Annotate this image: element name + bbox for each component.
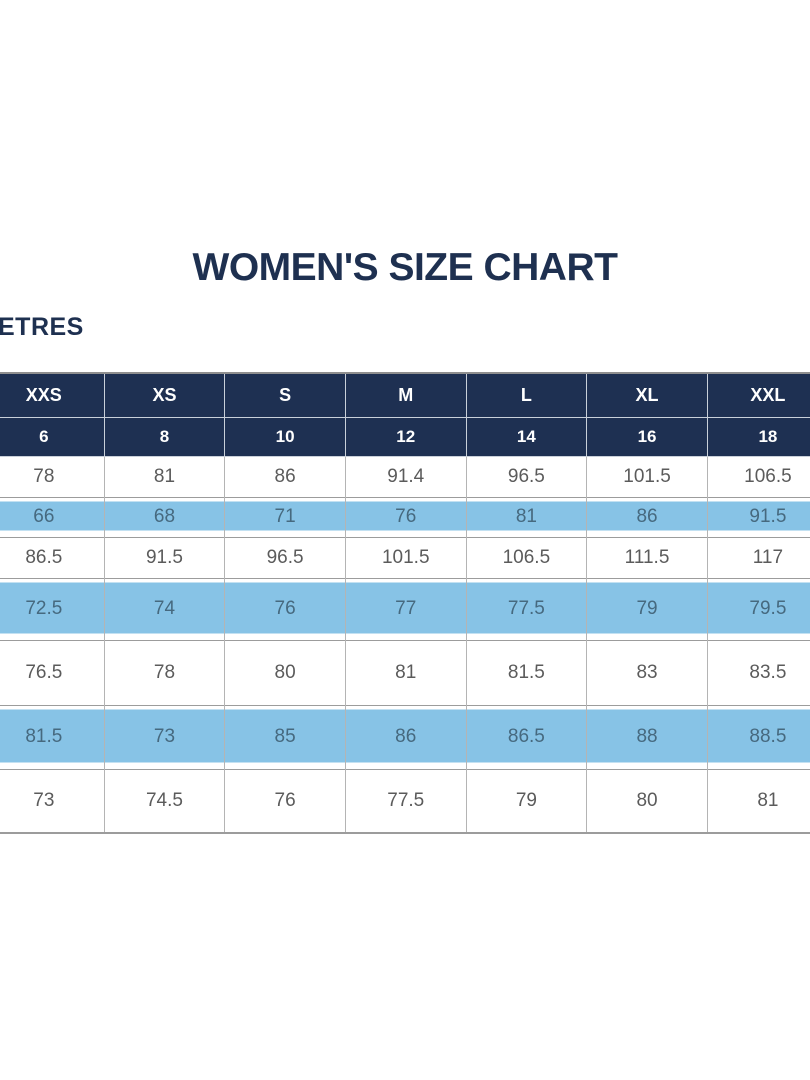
size-value-cell: 88.5 [706, 705, 810, 769]
size-value-cell: 101.5 [586, 456, 708, 497]
size-value-cell: 78 [0, 456, 105, 497]
size-value-cell: 86 [586, 497, 708, 537]
size-value-cell: 101.5 [344, 537, 467, 578]
size-value-cell: 79 [586, 578, 708, 640]
size-value-cell: 74 [103, 578, 225, 640]
size-header-cell: L [465, 373, 587, 418]
size-value-cell: 73 [103, 705, 225, 769]
size-header-cell: XS [103, 373, 225, 418]
size-header-cell: XL [586, 373, 708, 418]
size-value-cell: 86.5 [465, 705, 587, 769]
size-value-cell: 72.5 [0, 578, 105, 640]
size-value-cell: 91.4 [344, 456, 467, 497]
size-value-cell: 76 [344, 497, 467, 537]
table-row: 81.5 73 85 86 86.5 88 88.5 [0, 705, 810, 769]
size-value-cell: 81 [706, 769, 810, 833]
size-value-cell: 91.5 [103, 537, 225, 578]
numeric-size-header-cell: 16 [586, 417, 708, 457]
size-value-cell: 80 [224, 640, 346, 705]
size-table-head: XXS XS S M L XL XXL 6 8 10 12 14 16 18 [0, 373, 810, 457]
womens-size-chart-table: XXS XS S M L XL XXL 6 8 10 12 14 16 18 78 81 86 91.4 96.5… [0, 372, 810, 834]
size-value-cell: 96.5 [224, 537, 346, 578]
size-value-cell: 74.5 [103, 769, 225, 833]
size-value-cell: 66 [0, 497, 105, 537]
numeric-size-header-cell: 6 [0, 417, 105, 457]
size-header-cell: XXS [0, 373, 105, 418]
size-value-cell: 88 [586, 705, 708, 769]
table-row: 66 68 71 76 81 86 91.5 [0, 497, 810, 537]
size-value-cell: 96.5 [465, 456, 587, 497]
size-value-cell: 81 [344, 640, 467, 705]
unit-label: ETRES [0, 313, 84, 341]
size-value-cell: 79 [465, 769, 587, 833]
size-value-cell: 91.5 [706, 497, 810, 537]
size-value-cell: 78 [103, 640, 225, 705]
size-value-cell: 83 [586, 640, 708, 705]
table-row: 86.5 91.5 96.5 101.5 106.5 111.5 117 [0, 537, 810, 578]
size-value-cell: 81.5 [0, 705, 105, 769]
header-row-size: XXS XS S M L XL XXL [0, 373, 810, 418]
size-value-cell: 106.5 [706, 456, 810, 497]
table-row: 72.5 74 76 77 77.5 79 79.5 [0, 578, 810, 640]
numeric-size-header-cell: 18 [706, 417, 810, 457]
size-value-cell: 85 [224, 705, 346, 769]
size-value-cell: 83.5 [706, 640, 810, 705]
size-value-cell: 81 [465, 497, 587, 537]
header-row-numeric-size: 6 8 10 12 14 16 18 [0, 417, 810, 457]
size-table: XXS XS S M L XL XXL 6 8 10 12 14 16 18 78 81 86 91.4 96.5… [0, 372, 810, 834]
size-value-cell: 76.5 [0, 640, 105, 705]
table-row: 78 81 86 91.4 96.5 101.5 106.5 [0, 456, 810, 497]
size-value-cell: 81.5 [465, 640, 587, 705]
size-value-cell: 86 [344, 705, 467, 769]
numeric-size-header-cell: 10 [224, 417, 346, 457]
size-value-cell: 79.5 [706, 578, 810, 640]
size-value-cell: 117 [706, 537, 810, 578]
size-value-cell: 81 [103, 456, 225, 497]
size-header-cell: M [344, 373, 467, 418]
size-value-cell: 80 [586, 769, 708, 833]
size-value-cell: 77.5 [465, 578, 587, 640]
table-row: 76.5 78 80 81 81.5 83 83.5 [0, 640, 810, 705]
size-table-body: 78 81 86 91.4 96.5 101.5 106.5 66 68 71 76 81 86 91.5… [0, 456, 810, 833]
size-value-cell: 86.5 [0, 537, 105, 578]
size-value-cell: 77.5 [344, 769, 467, 833]
numeric-size-header-cell: 14 [465, 417, 587, 457]
size-value-cell: 76 [224, 578, 346, 640]
size-value-cell: 68 [103, 497, 225, 537]
size-value-cell: 106.5 [465, 537, 587, 578]
table-row: 73 74.5 76 77.5 79 80 81 [0, 769, 810, 833]
size-header-cell: XXL [706, 373, 810, 418]
numeric-size-header-cell: 8 [103, 417, 225, 457]
size-value-cell: 73 [0, 769, 105, 833]
size-value-cell: 111.5 [586, 537, 708, 578]
page-title: WOMEN'S SIZE CHART [192, 246, 618, 289]
size-value-cell: 77 [344, 578, 467, 640]
size-value-cell: 86 [224, 456, 346, 497]
numeric-size-header-cell: 12 [344, 417, 467, 457]
size-value-cell: 76 [224, 769, 346, 833]
size-value-cell: 71 [224, 497, 346, 537]
size-header-cell: S [224, 373, 346, 418]
